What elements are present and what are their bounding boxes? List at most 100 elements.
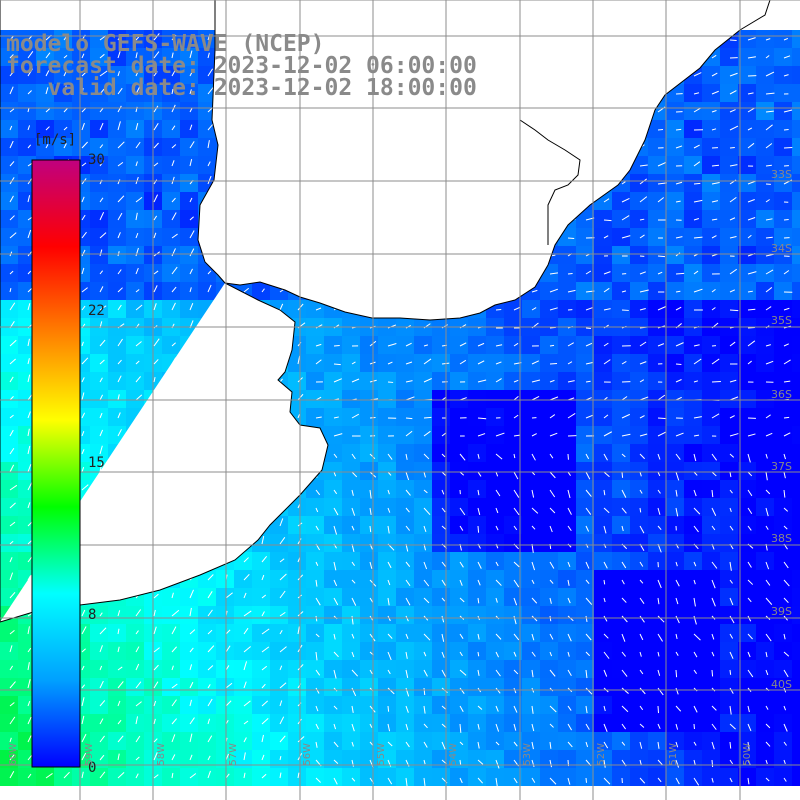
wind-vector (747, 142, 755, 149)
wind-vector (729, 309, 739, 312)
wind-cell (666, 588, 684, 606)
wind-vector (693, 633, 701, 641)
wind-cell (90, 192, 108, 210)
wind-cell (684, 678, 702, 696)
wind-cell (378, 552, 396, 570)
wind-vector (783, 759, 786, 765)
wind-vector (513, 342, 519, 347)
wind-cell (450, 768, 468, 786)
wind-vector (99, 612, 103, 617)
wind-cell (432, 642, 450, 660)
wind-vector (783, 489, 786, 498)
wind-vector (63, 69, 68, 77)
wind-cell (306, 354, 324, 372)
wind-vector (783, 777, 787, 782)
wind-cell (792, 66, 800, 84)
wind-cell (576, 408, 594, 426)
wind-vector (693, 236, 703, 239)
wind-cell (756, 426, 774, 444)
wind-cell (0, 696, 18, 714)
wind-cell (90, 30, 108, 48)
wind-vector (675, 579, 680, 587)
wind-cell (792, 282, 800, 300)
wind-vector (549, 432, 558, 437)
wind-cell (414, 768, 432, 786)
wind-vector (711, 777, 714, 783)
wind-cell (558, 282, 576, 300)
wind-vector (531, 289, 538, 293)
wind-cell (360, 642, 378, 660)
wind-vector (225, 629, 231, 635)
wind-vector (747, 271, 757, 275)
wind-cell (666, 300, 684, 318)
wind-vector (81, 341, 84, 347)
wind-cell (684, 300, 702, 318)
wind-cell (378, 480, 396, 498)
wind-vector (333, 489, 338, 495)
wind-vector (747, 471, 753, 477)
wind-cell (576, 696, 594, 714)
wind-cell (360, 336, 378, 354)
wind-vector (261, 717, 269, 725)
wind-cell (522, 714, 540, 732)
wind-vector (207, 52, 210, 59)
wind-vector (711, 597, 716, 607)
wind-cell (324, 534, 342, 552)
wind-cell (252, 696, 270, 714)
wind-vector (441, 471, 447, 477)
wind-cell (0, 516, 18, 534)
wind-vector (9, 270, 14, 275)
wind-cell (684, 102, 702, 120)
wind-vector (297, 736, 305, 743)
wind-vector (387, 361, 393, 365)
wind-cell (738, 678, 756, 696)
wind-vector (729, 415, 735, 419)
wind-vector (189, 287, 192, 293)
wind-cell (198, 570, 216, 588)
wind-cell (432, 444, 450, 462)
wind-cell (306, 696, 324, 714)
wind-vector (639, 669, 644, 675)
wind-vector (81, 648, 86, 653)
wind-cell (792, 516, 800, 534)
wind-cell (558, 390, 576, 408)
wind-vector (117, 179, 121, 185)
wind-vector (459, 687, 465, 695)
wind-cell (342, 516, 360, 534)
wind-vector (315, 507, 319, 513)
wind-vector (747, 234, 752, 239)
colorbar-tick-label: 0 (88, 760, 97, 776)
wind-vector (333, 759, 339, 764)
wind-cell (594, 426, 612, 444)
wind-vector (81, 467, 85, 473)
wind-vector (657, 507, 661, 515)
wind-cell (630, 444, 648, 462)
wind-cell (594, 300, 612, 318)
wind-cell (504, 444, 522, 462)
colorbar-tick-label: 22 (88, 303, 105, 319)
wind-vector (621, 525, 624, 532)
wind-cell (504, 732, 522, 750)
wind-vector (495, 723, 500, 732)
wind-cell (594, 390, 612, 408)
wind-cell (486, 336, 504, 354)
wind-cell (540, 354, 558, 372)
wind-vector (459, 723, 462, 733)
wind-cell (288, 372, 306, 390)
wind-vector (315, 705, 319, 712)
wind-cell (90, 84, 108, 102)
wind-cell (720, 354, 738, 372)
latitude-label: 37S (771, 460, 792, 473)
wind-cell (378, 408, 396, 426)
wind-vector (549, 741, 552, 749)
wind-cell (396, 498, 414, 516)
wind-vector (9, 287, 12, 293)
wind-cell (756, 84, 774, 102)
wind-cell (126, 660, 144, 678)
wind-vector (333, 561, 337, 571)
wind-vector (369, 669, 373, 675)
colorbar (31, 159, 81, 768)
wind-vector (495, 579, 502, 586)
wind-vector (513, 306, 521, 311)
wind-vector (351, 615, 354, 625)
